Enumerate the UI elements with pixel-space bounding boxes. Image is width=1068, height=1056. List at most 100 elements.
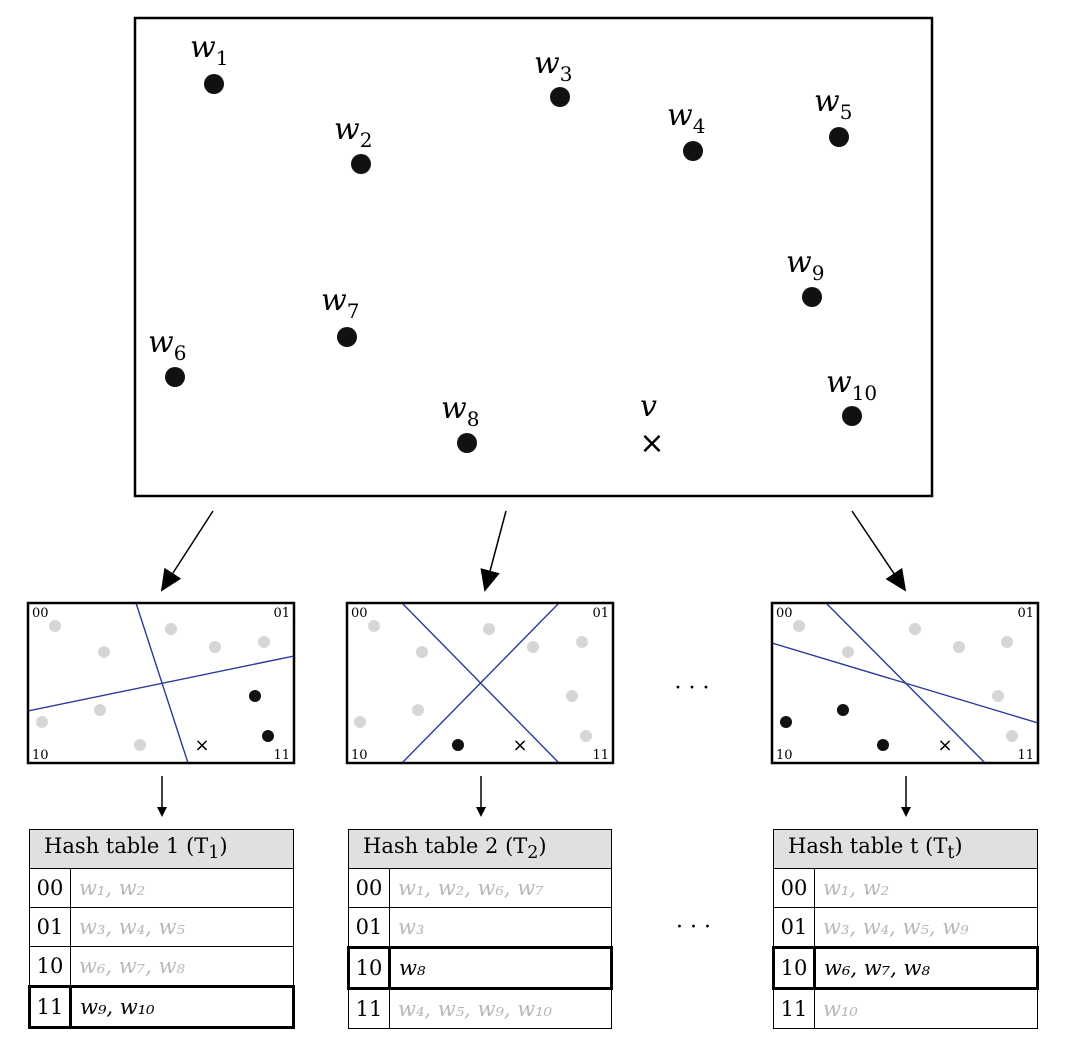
point-w6 [165,367,185,387]
bucket-values: w₁₀ [814,988,1038,1029]
inactive-point [412,704,424,716]
inactive-point [953,641,965,653]
hash-row-01: 01 w₃, w₄, w₅, w₉ [773,907,1038,948]
bucket-code: 01 [29,907,71,947]
label-w8: w8 [441,391,479,431]
bucket-point [877,739,889,751]
hash-row-01: 01 w₃ [348,907,612,948]
bucket-point [837,704,849,716]
corner-label-10: 10 [32,748,49,763]
corner-label-10: 10 [351,748,368,763]
bucket-point [780,716,792,728]
inactive-point [527,641,539,653]
hyperplane-cut [772,642,1038,724]
inactive-point [98,646,110,658]
bucket-code: 01 [773,907,815,948]
inactive-point [258,636,270,648]
point-w10 [842,406,862,426]
inactive-point [580,730,592,742]
inactive-point [793,620,805,632]
partition-t: × 00 01 10 11 [770,601,1040,765]
inactive-point [49,620,61,632]
hash-table-1: Hash table 1 (T1) 00 w₁, w₂ 01 w₃, w₄, w₅ 10… [28,829,295,1029]
inactive-point [992,690,1004,702]
table-title-sub: t [947,843,955,864]
hash-table-title: Hash table 1 (T1) [29,829,294,869]
label-w1: w1 [190,30,228,70]
label-w2: w2 [334,112,372,152]
corner-label-11: 11 [273,748,290,763]
bucket-values: w₉, w₁₀ [69,985,295,1029]
table-title-text: Hash table 1 (T [44,834,209,859]
inactive-point [1006,730,1018,742]
hash-table-title: Hash table t (Tt) [773,829,1038,869]
bucket-values: w₈ [388,946,613,990]
query-marker-small: × [512,735,527,756]
inactive-point [368,620,380,632]
bucket-code: 10 [772,946,816,990]
point-w2 [351,154,371,174]
inactive-point [165,623,177,635]
corner-label-01: 01 [592,606,609,621]
point-w7 [337,327,357,347]
hyperplane-cut [401,603,560,763]
hash-table-t: Hash table t (Tt) 00 w₁, w₂ 01 w₃, w₄, w₅, … [772,829,1039,1029]
hash-row-10: 10 w₆, w₇, w₈ [29,946,294,987]
inactive-point [576,636,588,648]
bucket-values: w₆, w₇, w₈ [813,946,1039,990]
ellipsis-partitions: · · · [675,676,710,701]
hash-row-00: 00 w₁, w₂ [29,868,294,908]
inactive-point [134,739,146,751]
label-w5: w5 [814,84,852,124]
partition-frame [345,601,615,765]
bucket-code: 01 [348,907,390,948]
inactive-point [909,623,921,635]
query-marker-small: × [194,735,209,756]
table-title-sub: 1 [208,843,220,864]
table-title-sub: 2 [527,843,539,864]
inactive-point [36,716,48,728]
table-title-text: Hash table 2 (T [363,834,528,859]
bucket-values: w₁, w₂ [70,868,294,908]
point-w8 [457,433,477,453]
bucket-point [262,730,274,742]
bucket-values: w₁, w₂, w₆, w₇ [389,868,612,908]
inactive-point [416,646,428,658]
inactive-point [209,641,221,653]
point-w1 [204,74,224,94]
hash-row-10: 10 w₆, w₇, w₈ [772,946,1039,990]
corner-label-01: 01 [1017,606,1034,621]
corner-label-11: 11 [1017,748,1034,763]
arrow-to-partition-1 [160,510,214,592]
bucket-code: 10 [347,946,391,990]
label-w6: w6 [148,325,186,365]
partition-frame [770,601,1040,765]
hash-row-11: 11 w₄, w₅, w₉, w₁₀ [348,988,612,1029]
partition-2: × 00 01 10 11 [345,601,615,765]
inactive-point [842,646,854,658]
bucket-code: 11 [773,988,815,1029]
point-w3 [550,87,570,107]
bucket-code: 11 [28,985,72,1029]
hash-row-11: 11 w₁₀ [773,988,1038,1029]
point-w5 [829,127,849,147]
ellipsis-tables: · · · [676,915,711,940]
bucket-point [452,739,464,751]
bucket-code: 00 [773,868,815,908]
bucket-code: 00 [348,868,390,908]
point-w4 [683,141,703,161]
label-w9: w9 [786,245,824,285]
partition-1: × 00 01 10 11 [26,601,296,765]
bucket-code: 11 [348,988,390,1029]
bucket-values: w₃, w₄, w₅, w₉ [814,907,1038,948]
point-w9 [802,287,822,307]
inactive-point [483,623,495,635]
hyperplane-cut [28,655,294,712]
inactive-point [1001,636,1013,648]
main-space-frame [133,16,934,498]
arrow-to-partition-2 [480,510,507,592]
table-title-text: Hash table t (T [788,834,948,859]
corner-label-00: 00 [32,606,49,621]
bucket-values: w₃, w₄, w₅ [70,907,294,947]
label-w7: w7 [321,283,359,323]
